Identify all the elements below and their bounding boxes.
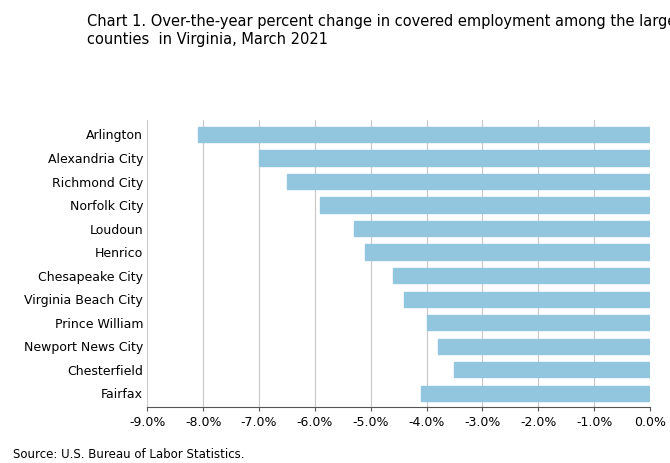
Text: Source: U.S. Bureau of Labor Statistics.: Source: U.S. Bureau of Labor Statistics. [13, 448, 245, 461]
Bar [438, 338, 650, 354]
Bar [320, 197, 650, 213]
Bar [365, 244, 650, 260]
Bar [404, 292, 650, 307]
Bar [354, 221, 650, 236]
Bar [198, 127, 650, 142]
Bar [393, 268, 650, 283]
Bar [454, 362, 650, 377]
Text: Chart 1. Over-the-year percent change in covered employment among the largest
co: Chart 1. Over-the-year percent change in… [87, 14, 670, 48]
Bar [287, 174, 650, 189]
Bar [427, 315, 650, 331]
Bar [259, 150, 650, 166]
Bar [421, 386, 650, 401]
